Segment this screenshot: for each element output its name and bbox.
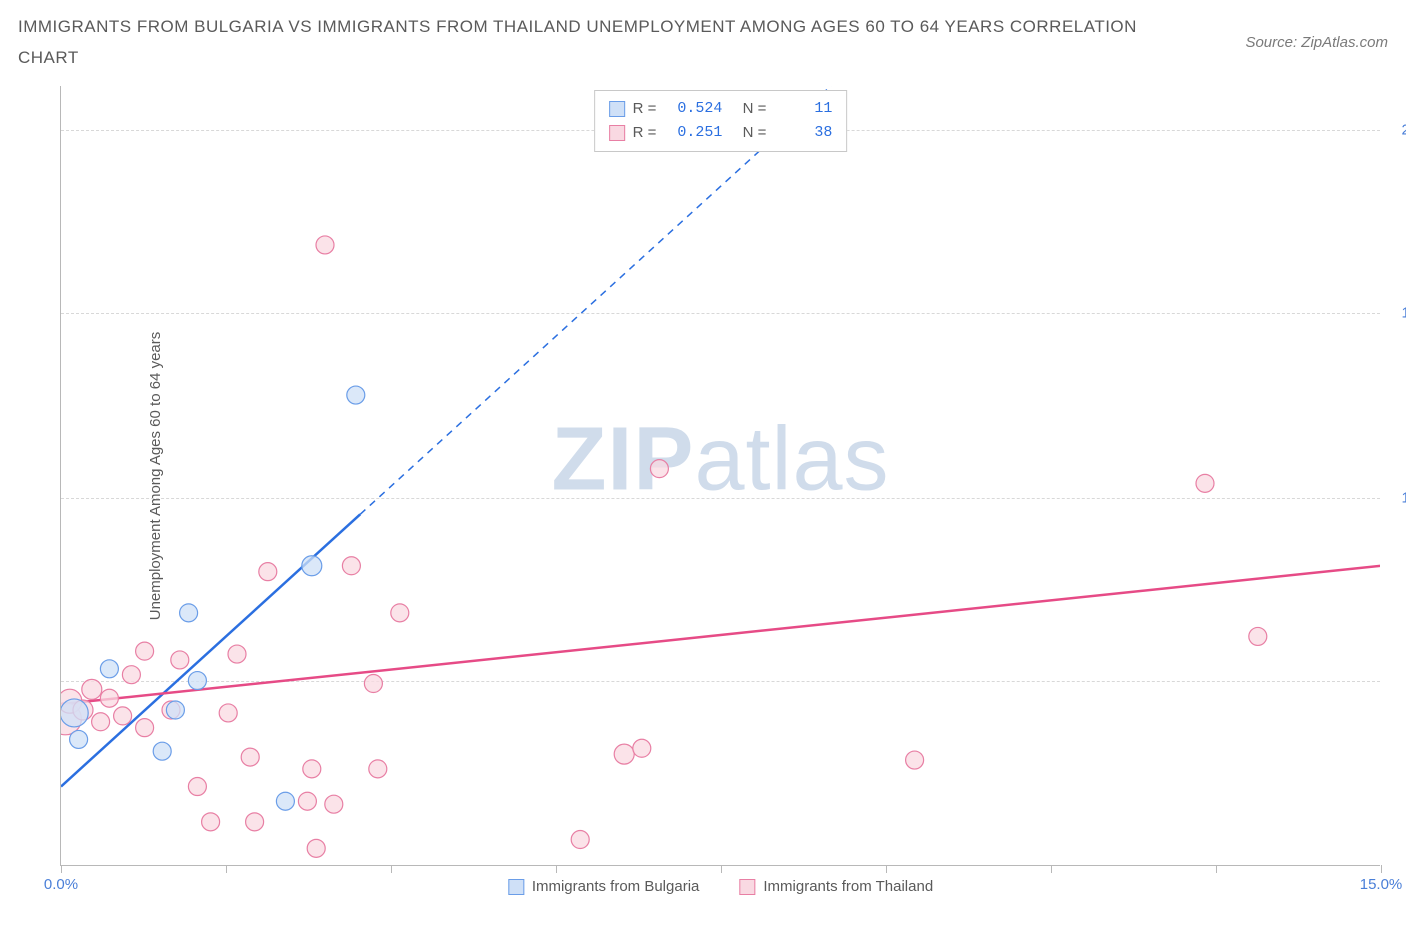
swatch-thailand: [609, 125, 625, 141]
x-tick-label: 15.0%: [1360, 876, 1403, 893]
swatch-bulgaria-icon: [508, 879, 524, 895]
n-value-bulgaria: 11: [774, 97, 832, 121]
y-tick-label: 25.0%: [1401, 122, 1406, 139]
r-value-bulgaria: 0.524: [664, 97, 722, 121]
y-tick-label: 18.8%: [1401, 304, 1406, 321]
legend-item-thailand: Immigrants from Thailand: [739, 878, 933, 895]
source-attribution: Source: ZipAtlas.com: [1245, 34, 1388, 51]
swatch-thailand-icon: [739, 879, 755, 895]
n-value-thailand: 38: [774, 121, 832, 145]
x-tick-label: 0.0%: [44, 876, 78, 893]
legend-row-bulgaria: R = 0.524 N = 11: [609, 97, 833, 121]
correlation-legend: R = 0.524 N = 11 R = 0.251 N = 38: [594, 90, 848, 152]
plot-svg: [61, 86, 1380, 865]
chart-title: IMMIGRANTS FROM BULGARIA VS IMMIGRANTS F…: [18, 12, 1168, 73]
legend-item-bulgaria: Immigrants from Bulgaria: [508, 878, 700, 895]
y-tick-label: 12.5%: [1401, 490, 1406, 507]
r-value-thailand: 0.251: [664, 121, 722, 145]
plot-area: Unemployment Among Ages 60 to 64 years Z…: [60, 86, 1380, 866]
swatch-bulgaria: [609, 101, 625, 117]
title-bar: IMMIGRANTS FROM BULGARIA VS IMMIGRANTS F…: [18, 12, 1388, 73]
legend-row-thailand: R = 0.251 N = 38: [609, 121, 833, 145]
series-legend: Immigrants from Bulgaria Immigrants from…: [508, 878, 933, 895]
